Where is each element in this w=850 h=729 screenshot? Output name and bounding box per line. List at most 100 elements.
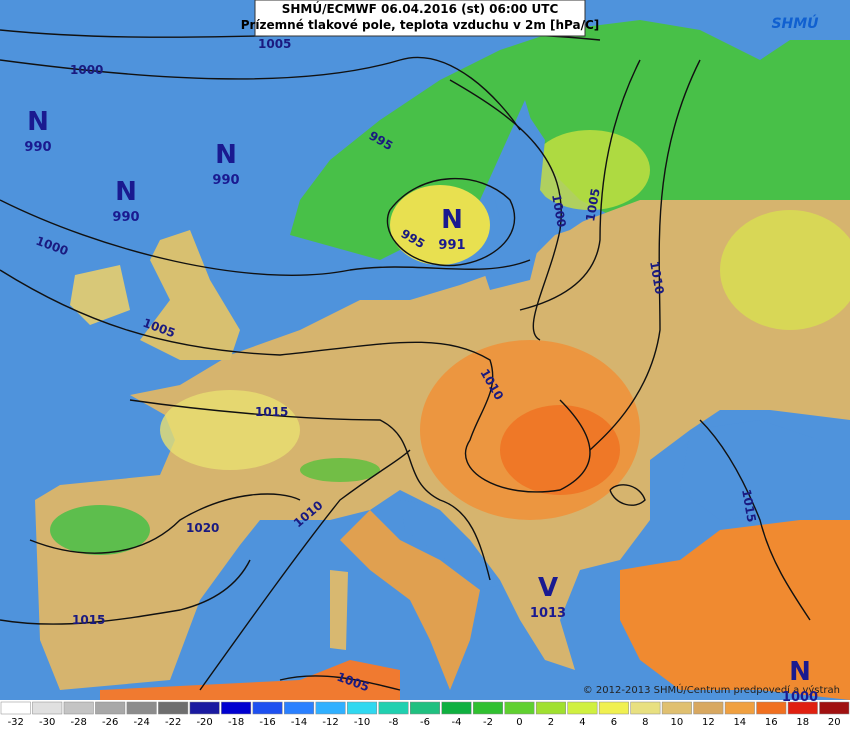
isobar: [519, 59, 641, 311]
legend-label: -2: [483, 717, 493, 728]
legend-swatch: [756, 701, 787, 715]
pressure-value: 990: [112, 210, 139, 225]
isobar: [449, 79, 562, 341]
legend-label: 2: [548, 717, 554, 728]
isobar-label: 1005: [583, 187, 603, 222]
isobar-label: 1000: [549, 193, 569, 228]
legend-label: 6: [611, 717, 617, 728]
legend-label: 4: [579, 717, 585, 728]
isobar: [29, 493, 301, 554]
isobar: [199, 449, 411, 691]
legend-label: -8: [389, 717, 399, 728]
legend-swatch: [787, 701, 818, 715]
legend-label: 12: [702, 717, 715, 728]
isobar: [0, 57, 521, 131]
sweden-warm: [390, 185, 490, 265]
isobar-label: 1020: [186, 521, 219, 535]
sardinia: [330, 570, 348, 650]
black-sea: [680, 420, 820, 520]
legend-swatch: [567, 701, 598, 715]
subtitle: Prízemné tlakové pole, teplota vzduchu v…: [241, 18, 600, 32]
isobar: [279, 675, 401, 691]
pressure-value: 1000: [782, 690, 818, 705]
adriatic-sea: [400, 500, 500, 590]
isobar: [0, 269, 591, 493]
isobar: [129, 399, 491, 581]
legend-swatch: [819, 701, 850, 715]
legend-swatch: [630, 701, 661, 715]
legend-label: -18: [228, 717, 244, 728]
legend-label: -28: [71, 717, 87, 728]
france-cool: [160, 390, 300, 470]
finland-warm: [530, 130, 650, 210]
italy: [340, 510, 480, 690]
isobar: [699, 419, 811, 621]
legend-swatch: [724, 701, 755, 715]
legend-swatch: [472, 701, 503, 715]
isobar: [0, 199, 531, 276]
legend-swatch: [284, 701, 315, 715]
isobar-label: 1015: [255, 405, 288, 419]
legend-label: -6: [420, 717, 430, 728]
legend-label: -16: [259, 717, 275, 728]
pressure-type: N: [215, 140, 237, 170]
legend-swatch: [95, 701, 126, 715]
legend-label: 0: [516, 717, 522, 728]
isobar-label: 1010: [647, 260, 667, 295]
baltic-sea: [480, 110, 600, 290]
ireland: [70, 265, 130, 325]
legend-label: -24: [133, 717, 149, 728]
isobar-label: 1015: [739, 488, 759, 523]
legend-swatch: [598, 701, 629, 715]
legend-label: -26: [102, 717, 118, 728]
legend-label: -10: [354, 717, 370, 728]
legend-label: 16: [765, 717, 778, 728]
legend-swatch: [221, 701, 252, 715]
africa: [100, 660, 400, 700]
legend-label: -4: [451, 717, 461, 728]
legend-label: -20: [196, 717, 212, 728]
east-yellow: [720, 210, 850, 330]
logo: SHMÚ: [771, 14, 819, 32]
pressure-value: 990: [212, 173, 239, 188]
legend-label: 8: [642, 717, 648, 728]
legend-label: -12: [322, 717, 338, 728]
legend-swatch: [158, 701, 189, 715]
spain-green: [50, 505, 150, 555]
legend-swatch: [0, 701, 31, 715]
isobar-label: 1015: [72, 613, 105, 627]
legend-swatch: [410, 701, 440, 715]
copyright: © 2012-2013 SHMÚ/Centrum predpovedí a vý…: [583, 683, 840, 696]
legend-swatch: [378, 701, 409, 715]
legend-label: -32: [8, 717, 24, 728]
isobar-label: 1005: [258, 37, 291, 51]
legend-label: -14: [291, 717, 307, 728]
pressure-type: V: [538, 573, 558, 603]
pressure-value: 1013: [530, 606, 566, 621]
legend-swatch: [441, 701, 472, 715]
pressure-type: N: [27, 107, 49, 137]
isobar: [386, 177, 516, 267]
isobar: [609, 484, 646, 506]
legend-label: 10: [670, 717, 683, 728]
legend-label: 20: [828, 717, 841, 728]
legend-label: 18: [796, 717, 809, 728]
alps-green: [300, 458, 380, 482]
pressure-type: N: [789, 657, 811, 687]
title-box: [254, 0, 586, 37]
legend-swatch: [535, 701, 566, 715]
legend-swatch: [32, 701, 63, 715]
pressure-value: 990: [24, 140, 51, 155]
pressure-value: 991: [438, 238, 465, 253]
legend-label: 14: [733, 717, 746, 728]
isobar-label: 1000: [70, 63, 103, 77]
isobar: [589, 59, 701, 451]
legend-label: -30: [39, 717, 55, 728]
legend-swatch: [693, 701, 724, 715]
legend-swatch: [347, 701, 378, 715]
legend-swatch: [252, 701, 283, 715]
britain: [140, 230, 240, 360]
legend-swatch: [315, 701, 346, 715]
